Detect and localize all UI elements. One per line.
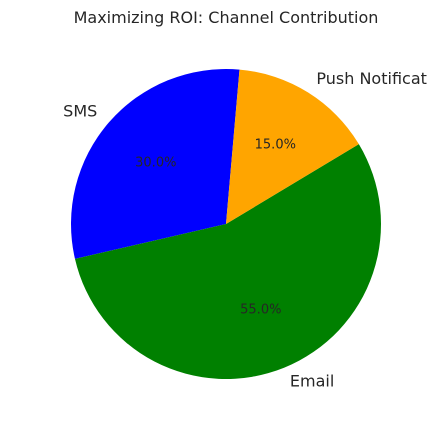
slice-percent-push-notifications: 15.0% bbox=[255, 138, 296, 153]
slice-percent-email: 55.0% bbox=[240, 303, 281, 318]
pie-slice-email bbox=[74, 144, 381, 379]
chart-title: Maximizing ROI: Channel Contribution bbox=[74, 8, 379, 27]
slice-label-email: Email bbox=[290, 372, 334, 391]
slice-label-push-notifications: Push Notifications bbox=[316, 69, 428, 88]
slice-label-sms: SMS bbox=[63, 102, 97, 121]
pie-slices bbox=[70, 68, 381, 379]
slice-percent-sms: 30.0% bbox=[135, 156, 176, 171]
pie-slice-sms bbox=[70, 68, 240, 259]
pie-labels: SMS 30.0% Email 55.0% Push Notifications 15.0… bbox=[63, 69, 428, 391]
pie-slice-push-notifications bbox=[226, 69, 359, 224]
